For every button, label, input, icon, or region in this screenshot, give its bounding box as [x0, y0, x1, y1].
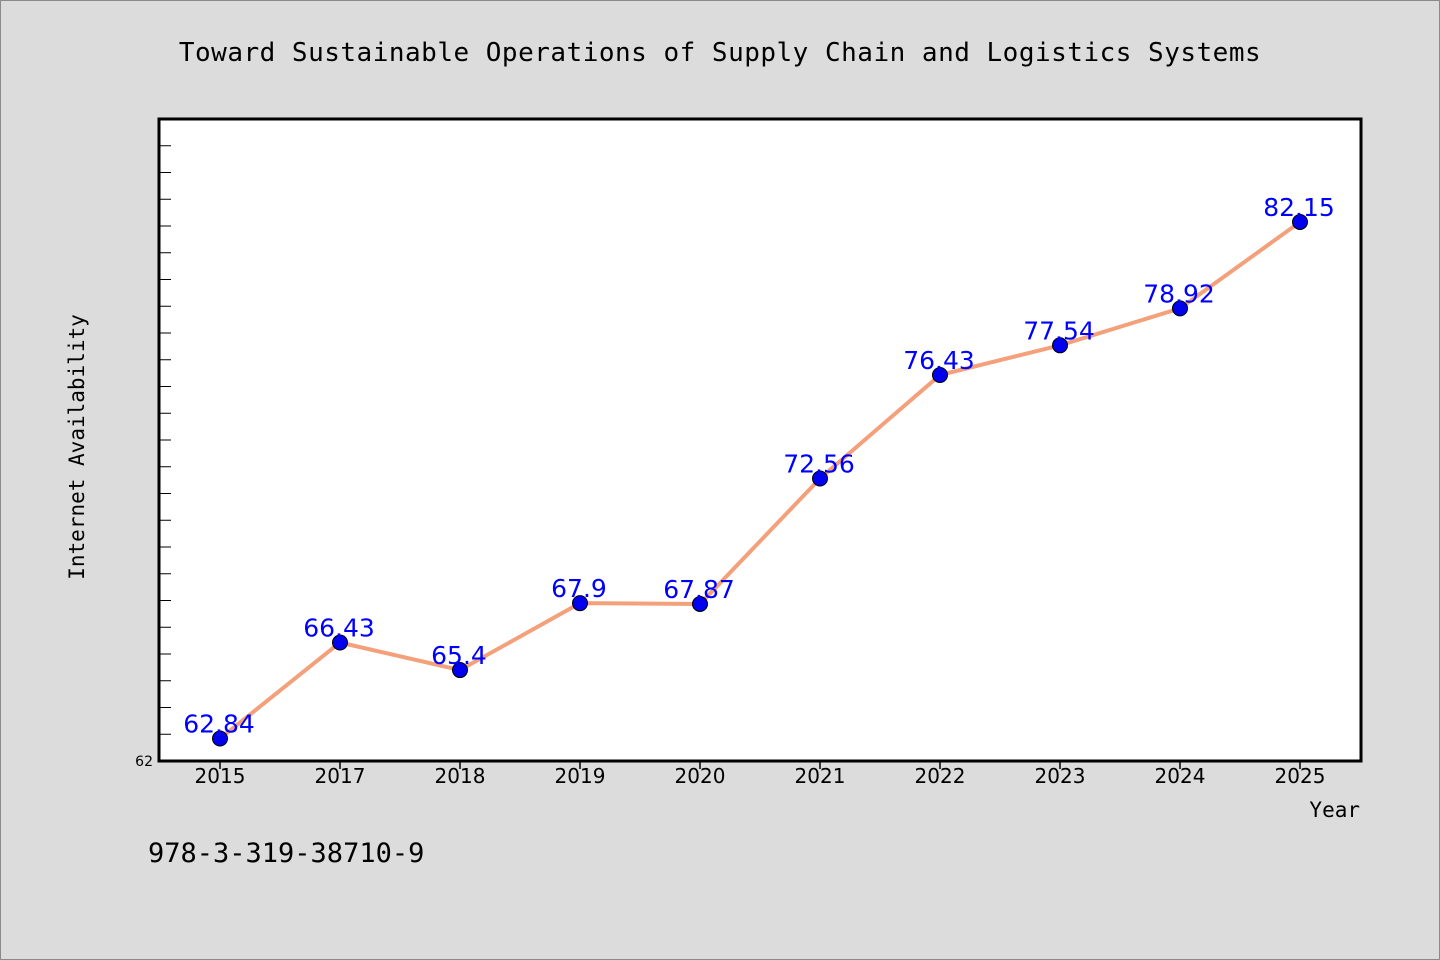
- data-label: 82.15: [1263, 193, 1335, 222]
- chart-title: Toward Sustainable Operations of Supply …: [179, 38, 1261, 68]
- data-point: [452, 662, 468, 679]
- x-tick-label: 2021: [795, 764, 846, 788]
- data-label: 65.4: [431, 641, 487, 670]
- data-point: [1172, 300, 1188, 317]
- data-point: [1052, 337, 1068, 354]
- data-label: 77.54: [1023, 316, 1095, 345]
- x-axis-label: Year: [1309, 798, 1360, 822]
- x-tick-label: 2025: [1275, 764, 1326, 788]
- data-point: [572, 595, 588, 612]
- data-point: [932, 366, 948, 383]
- x-tick-label: 2020: [675, 764, 726, 788]
- x-tick-label: 2023: [1035, 764, 1086, 788]
- plot-area: [157, 117, 1363, 763]
- isbn-text: 978-3-319-38710-9: [148, 838, 424, 869]
- data-label: 67.9: [551, 574, 607, 603]
- data-label: 76.43: [903, 346, 975, 375]
- y-axis-ticks: [159, 145, 171, 762]
- data-point: [812, 470, 828, 487]
- x-axis-tick-labels: 2015 2017 2018 2019 2020 2021 2022 2023 2024 2025: [195, 764, 1326, 788]
- data-point: [212, 730, 228, 747]
- series-group: 62.84 66.43 65.4 67.9 67.87 72.56 76.43 77.54 78…: [183, 193, 1335, 747]
- x-tick-label: 2022: [915, 764, 966, 788]
- x-axis-ticks: [219, 761, 1301, 769]
- data-label: 67.87: [663, 575, 735, 604]
- data-point: [332, 634, 348, 651]
- x-tick-label: 2015: [195, 764, 246, 788]
- data-label: 66.43: [303, 613, 375, 642]
- data-label: 62.84: [183, 710, 255, 739]
- data-label: 78.92: [1143, 279, 1215, 308]
- x-tick-label: 2018: [435, 764, 486, 788]
- data-point: [1292, 213, 1308, 230]
- x-tick-label: 2017: [315, 764, 366, 788]
- series-line: [218, 220, 1302, 741]
- y-axis-tick-labels: 62: [135, 754, 153, 770]
- y-tick-label: 62: [135, 754, 153, 770]
- data-label: 72.56: [783, 450, 855, 479]
- y-axis-label: Internet Availability: [65, 314, 89, 580]
- x-tick-label: 2019: [555, 764, 606, 788]
- data-point: [692, 595, 708, 612]
- x-tick-label: 2024: [1155, 764, 1206, 788]
